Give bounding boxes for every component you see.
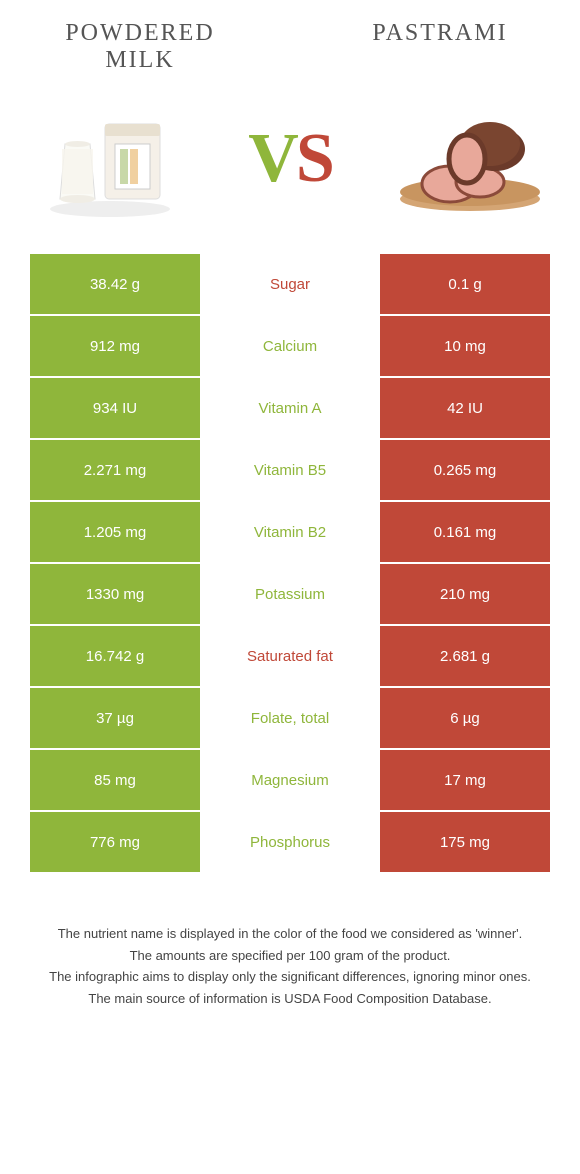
value-left: 1.205 mg <box>30 502 200 562</box>
comparison-table: 38.42 gSugar0.1 g912 mgCalcium10 mg934 I… <box>30 254 550 874</box>
value-right: 0.265 mg <box>380 440 550 500</box>
table-row: 1330 mgPotassium210 mg <box>30 564 550 626</box>
table-row: 776 mgPhosphorus175 mg <box>30 812 550 874</box>
nutrient-label: Vitamin B5 <box>200 440 380 500</box>
value-right: 17 mg <box>380 750 550 810</box>
value-left: 37 µg <box>30 688 200 748</box>
value-right: 210 mg <box>380 564 550 624</box>
table-row: 1.205 mgVitamin B20.161 mg <box>30 502 550 564</box>
vs-v: V <box>248 120 296 197</box>
table-row: 934 IUVitamin A42 IU <box>30 378 550 440</box>
value-left: 776 mg <box>30 812 200 872</box>
footer-line: The nutrient name is displayed in the co… <box>40 924 540 944</box>
food-title-right: Pastrami <box>340 20 540 47</box>
value-left: 2.271 mg <box>30 440 200 500</box>
images-row: VS <box>0 84 580 254</box>
value-left: 38.42 g <box>30 254 200 314</box>
table-row: 37 µgFolate, total6 µg <box>30 688 550 750</box>
value-right: 2.681 g <box>380 626 550 686</box>
table-row: 2.271 mgVitamin B50.265 mg <box>30 440 550 502</box>
nutrient-label: Potassium <box>200 564 380 624</box>
table-row: 16.742 gSaturated fat2.681 g <box>30 626 550 688</box>
value-left: 85 mg <box>30 750 200 810</box>
value-left: 912 mg <box>30 316 200 376</box>
footer-notes: The nutrient name is displayed in the co… <box>0 874 580 1030</box>
value-right: 175 mg <box>380 812 550 872</box>
value-right: 6 µg <box>380 688 550 748</box>
nutrient-label: Saturated fat <box>200 626 380 686</box>
nutrient-label: Folate, total <box>200 688 380 748</box>
footer-line: The amounts are specified per 100 gram o… <box>40 946 540 966</box>
value-left: 934 IU <box>30 378 200 438</box>
vs-label: VS <box>248 119 332 199</box>
food-image-right <box>390 94 550 224</box>
nutrient-label: Magnesium <box>200 750 380 810</box>
footer-line: The infographic aims to display only the… <box>40 967 540 987</box>
value-left: 1330 mg <box>30 564 200 624</box>
header: Powdered milk Pastrami <box>0 0 580 84</box>
table-row: 912 mgCalcium10 mg <box>30 316 550 378</box>
value-right: 0.161 mg <box>380 502 550 562</box>
value-right: 42 IU <box>380 378 550 438</box>
nutrient-label: Calcium <box>200 316 380 376</box>
table-row: 85 mgMagnesium17 mg <box>30 750 550 812</box>
nutrient-label: Sugar <box>200 254 380 314</box>
food-title-left: Powdered milk <box>40 20 240 74</box>
vs-s: S <box>296 120 332 197</box>
value-right: 10 mg <box>380 316 550 376</box>
value-right: 0.1 g <box>380 254 550 314</box>
value-left: 16.742 g <box>30 626 200 686</box>
food-image-left <box>30 94 190 224</box>
nutrient-label: Phosphorus <box>200 812 380 872</box>
nutrient-label: Vitamin A <box>200 378 380 438</box>
footer-line: The main source of information is USDA F… <box>40 989 540 1009</box>
table-row: 38.42 gSugar0.1 g <box>30 254 550 316</box>
nutrient-label: Vitamin B2 <box>200 502 380 562</box>
